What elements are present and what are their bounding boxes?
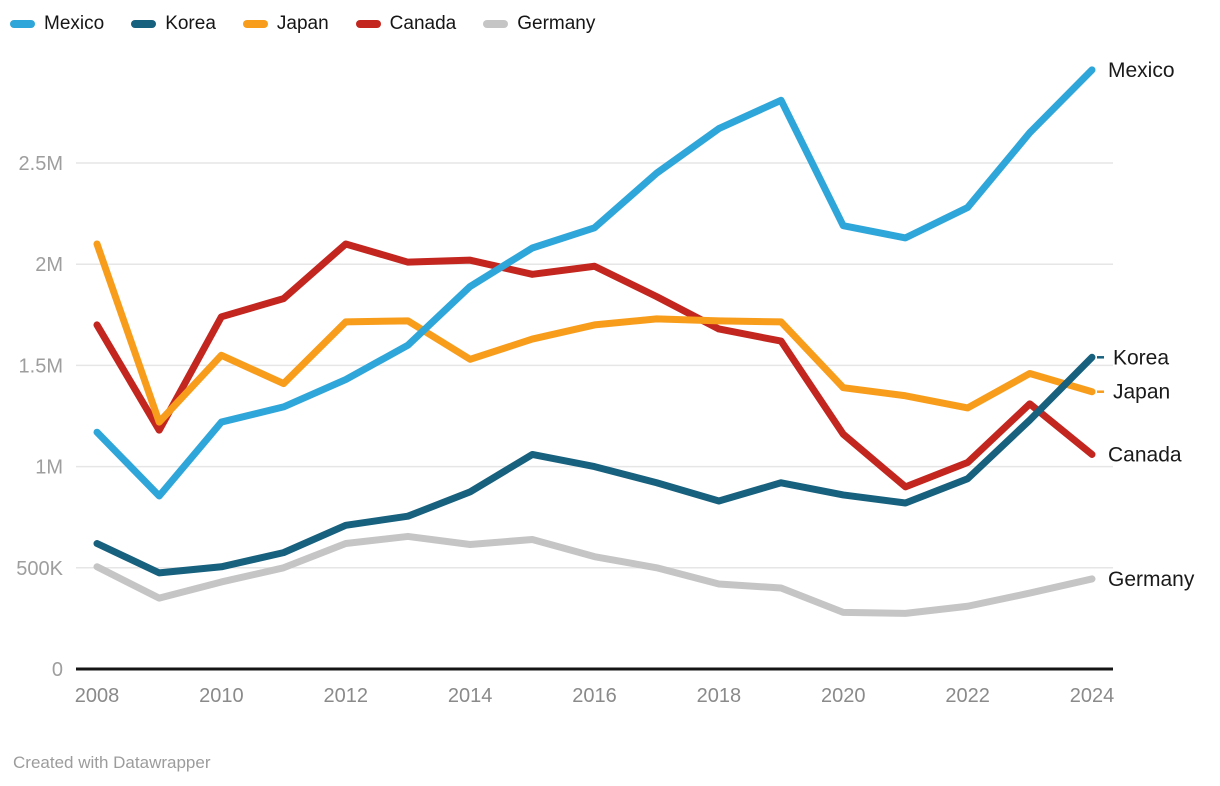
legend-swatch-japan <box>242 19 268 28</box>
y-tick-label: 0 <box>52 659 63 681</box>
legend-swatch-mexico <box>10 19 35 28</box>
y-tick-label: 2M <box>35 254 63 276</box>
legend-label-japan: Japan <box>276 13 329 34</box>
series-line-mexico <box>93 66 1096 500</box>
legend-label-germany: Germany <box>517 13 596 34</box>
x-tick-label: 2024 <box>1070 685 1115 707</box>
y-tick-label: 2.5M <box>19 153 63 175</box>
x-tick-label: 2008 <box>75 685 120 707</box>
x-tick-label: 2022 <box>945 685 990 707</box>
legend-item-germany: Germany <box>483 14 595 33</box>
x-tick-label: 2018 <box>697 685 742 707</box>
x-tick-label: 2016 <box>572 685 617 707</box>
y-tick-label: 1M <box>35 457 63 479</box>
legend-swatch-germany <box>483 19 509 28</box>
series-line-japan <box>93 240 1096 426</box>
chart-legend: Mexico Korea Japan Canada Germany <box>10 14 595 33</box>
legend-label-korea: Korea <box>165 13 216 34</box>
x-tick-label: 2020 <box>821 685 866 707</box>
series-line-korea <box>93 353 1096 577</box>
legend-item-mexico: Mexico <box>10 14 104 33</box>
legend-label-canada: Canada <box>389 13 457 34</box>
x-tick-label: 2012 <box>324 685 369 707</box>
legend-item-japan: Japan <box>242 13 329 34</box>
x-tick-label: 2010 <box>199 685 244 707</box>
series-end-label-korea: Korea <box>1113 346 1169 369</box>
series-line-canada <box>93 240 1096 491</box>
series-end-label-mexico: Mexico <box>1108 59 1175 82</box>
legend-swatch-canada <box>355 19 381 28</box>
legend-item-korea: Korea <box>131 14 216 33</box>
y-tick-label: 1.5M <box>19 355 63 377</box>
series-end-label-germany: Germany <box>1108 568 1195 591</box>
series-end-label-canada: Canada <box>1108 443 1182 466</box>
y-tick-label: 500K <box>16 558 63 580</box>
series-end-label-japan: Japan <box>1113 381 1170 404</box>
legend-label-mexico: Mexico <box>44 13 105 34</box>
x-tick-label: 2014 <box>448 685 493 707</box>
datawrapper-attribution[interactable]: Created with Datawrapper <box>13 753 211 772</box>
series-line-germany <box>93 532 1096 617</box>
legend-swatch-korea <box>131 19 157 28</box>
legend-item-canada: Canada <box>355 13 457 34</box>
